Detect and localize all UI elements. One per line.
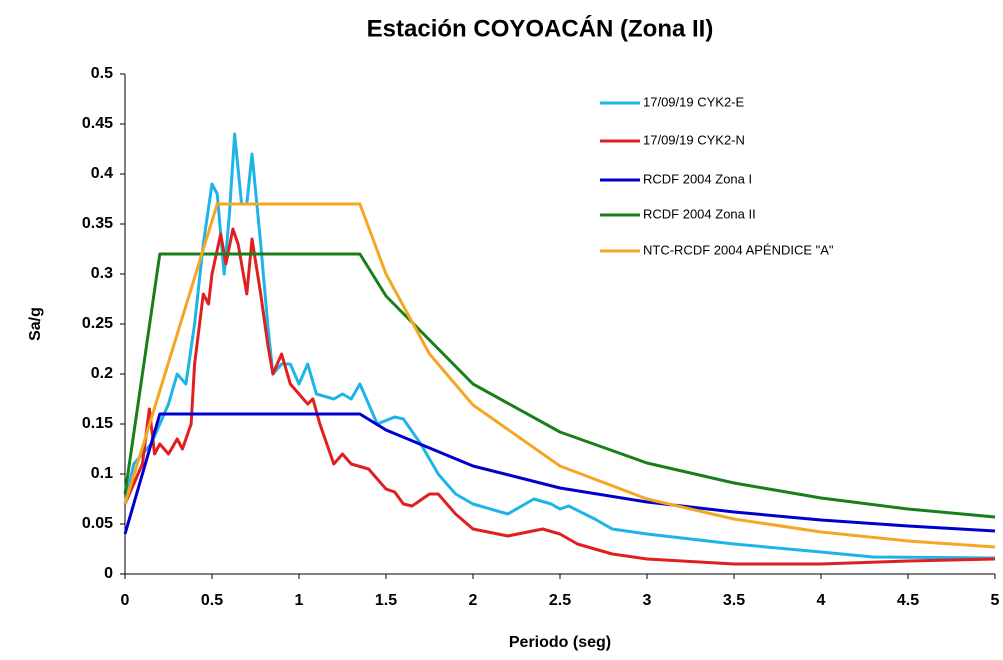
legend-label: NTC-RCDF 2004 APÉNDICE "A" <box>643 242 834 257</box>
y-tick-label: 0.5 <box>91 65 113 82</box>
y-tick-label: 0.3 <box>91 265 113 282</box>
y-tick-label: 0.1 <box>91 465 113 482</box>
x-tick-label: 3 <box>643 592 652 609</box>
legend-label: RCDF 2004 Zona II <box>643 206 756 221</box>
y-tick-label: 0.05 <box>82 515 113 532</box>
legend-label: 17/09/19 CYK2-N <box>643 132 745 147</box>
x-tick-label: 1.5 <box>375 592 397 609</box>
data-line <box>123 412 996 535</box>
x-tick-label: 2 <box>469 592 478 609</box>
y-tick-label: 0.25 <box>82 315 113 332</box>
x-axis-label: Periodo (seg) <box>509 634 611 651</box>
x-tick-label: 4 <box>817 592 826 609</box>
x-tick-label: 5 <box>991 592 1000 609</box>
y-tick-label: 0.4 <box>91 165 113 182</box>
data-line <box>123 227 996 566</box>
y-tick-label: 0 <box>104 565 113 582</box>
legend-label: 17/09/19 CYK2-E <box>643 94 745 109</box>
x-tick-label: 0 <box>121 592 130 609</box>
x-tick-label: 3.5 <box>723 592 745 609</box>
data-line <box>123 132 996 560</box>
y-tick-label: 0.45 <box>82 115 113 132</box>
chart-title: Estación COYOACÁN (Zona II) <box>367 14 714 42</box>
data-line <box>123 252 996 519</box>
y-tick-label: 0.15 <box>82 415 113 432</box>
y-axis-label: Sa/g <box>27 307 44 341</box>
y-tick-label: 0.2 <box>91 365 113 382</box>
x-tick-label: 0.5 <box>201 592 223 609</box>
legend-label: RCDF 2004 Zona I <box>643 171 752 186</box>
y-tick-label: 0.35 <box>82 215 113 232</box>
x-tick-label: 2.5 <box>549 592 571 609</box>
x-tick-label: 1 <box>295 592 304 609</box>
data-line <box>123 202 996 549</box>
x-tick-label: 4.5 <box>897 592 919 609</box>
